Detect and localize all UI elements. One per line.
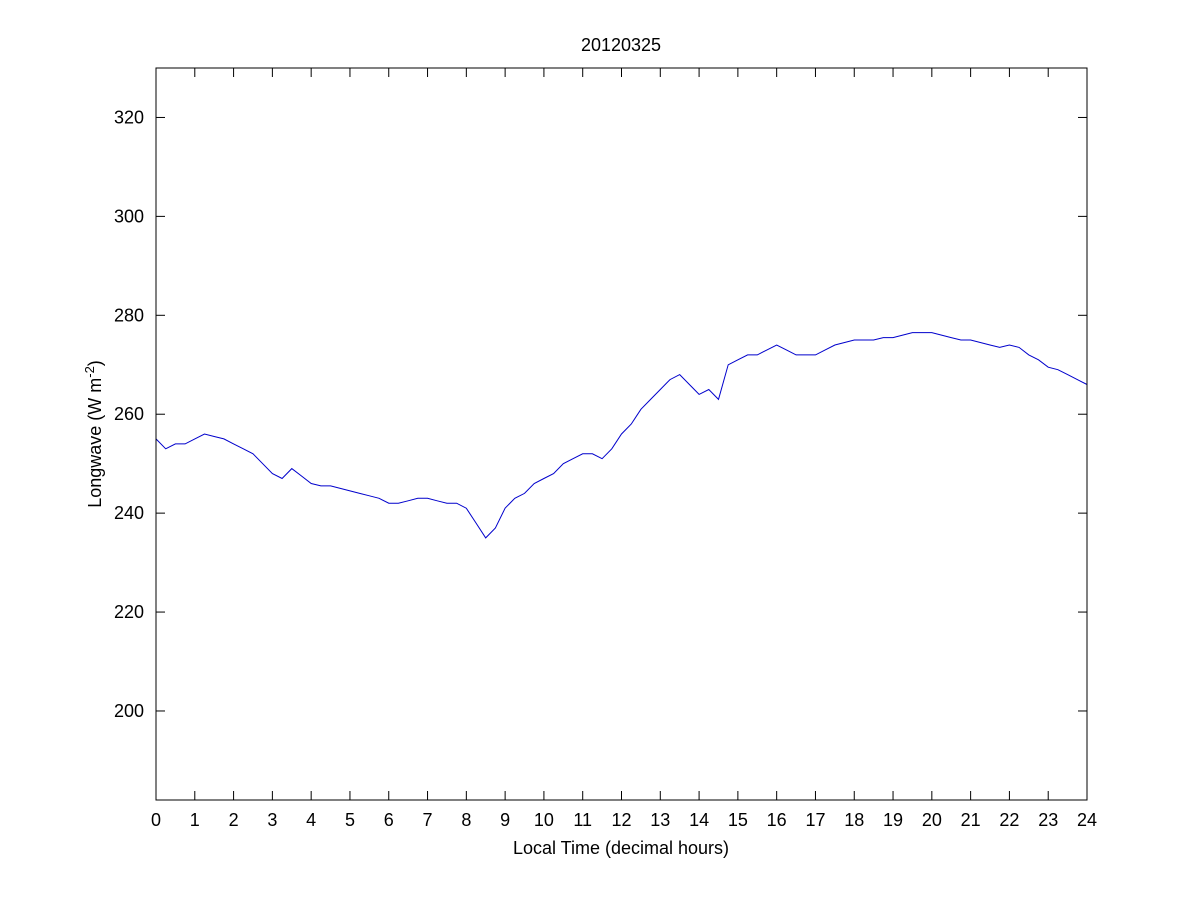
x-tick-label: 15 <box>728 810 748 830</box>
x-tick-label: 9 <box>500 810 510 830</box>
y-tick-label: 240 <box>114 503 144 523</box>
x-tick-label: 0 <box>151 810 161 830</box>
chart-title: 20120325 <box>581 35 661 55</box>
y-tick-label: 280 <box>114 305 144 325</box>
x-tick-label: 12 <box>611 810 631 830</box>
x-tick-label: 13 <box>650 810 670 830</box>
x-tick-label: 8 <box>461 810 471 830</box>
y-tick-label: 260 <box>114 404 144 424</box>
plot-frame <box>155 67 1088 801</box>
x-tick-label: 19 <box>883 810 903 830</box>
x-tick-label: 14 <box>689 810 709 830</box>
y-axis-label: Longwave (W m-2) <box>82 360 105 508</box>
y-tick-label: 320 <box>114 107 144 127</box>
x-tick-label: 10 <box>534 810 554 830</box>
x-tick-label: 24 <box>1077 810 1097 830</box>
x-tick-label: 23 <box>1038 810 1058 830</box>
x-tick-label: 22 <box>999 810 1019 830</box>
tick-labels: 0 1 2 3 4 5 6 7 8 9 10 11 12 13 14 15 16 17 18 19 20 21 22 23 24… <box>114 107 1097 830</box>
x-tick-label: 18 <box>844 810 864 830</box>
series-line-longwave <box>155 332 1088 539</box>
x-axis-label: Local Time (decimal hours) <box>513 838 729 858</box>
y-tick-label: 220 <box>114 602 144 622</box>
x-tick-label: 17 <box>805 810 825 830</box>
x-tick-label: 11 <box>573 810 592 830</box>
y-axis-label-close: ) <box>85 360 105 366</box>
x-tick-label: 4 <box>306 810 316 830</box>
axis-ticks <box>155 68 1088 800</box>
x-tick-label: 6 <box>384 810 394 830</box>
x-tick-label: 21 <box>961 810 981 830</box>
y-tick-label: 200 <box>114 701 144 721</box>
x-tick-label: 16 <box>767 810 787 830</box>
y-tick-label: 300 <box>114 206 144 226</box>
x-tick-label: 20 <box>922 810 942 830</box>
x-tick-label: 7 <box>423 810 433 830</box>
x-tick-label: 3 <box>267 810 277 830</box>
x-tick-label: 2 <box>229 810 239 830</box>
y-axis-label-main: Longwave (W m <box>85 378 105 508</box>
x-tick-label: 1 <box>190 810 200 830</box>
y-axis-label-superscript: -2 <box>82 366 97 378</box>
x-tick-label: 5 <box>345 810 355 830</box>
